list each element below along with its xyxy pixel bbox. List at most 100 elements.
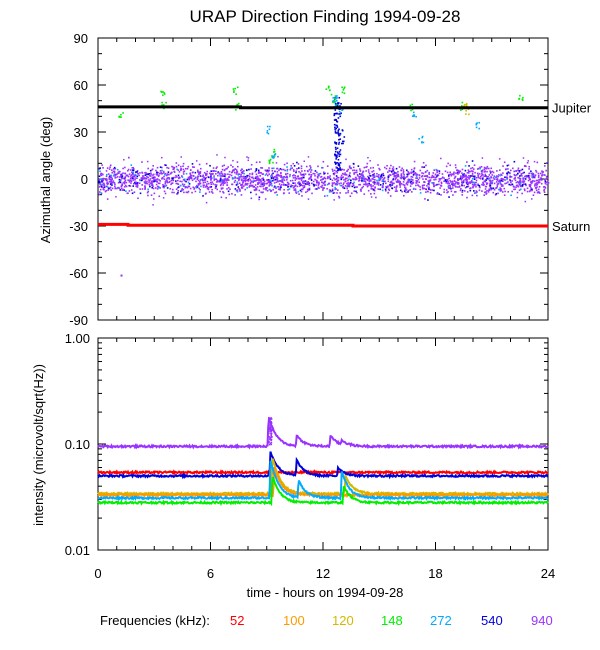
azimuth-point: [259, 185, 261, 188]
azimuth-point: [475, 181, 477, 184]
azimuth-point: [134, 177, 136, 179]
azimuth-point: [144, 180, 147, 182]
azimuth-point: [499, 181, 501, 184]
azimuth-point: [271, 174, 273, 176]
azimuth-point: [108, 168, 111, 170]
azimuth-point: [220, 188, 223, 190]
azimuth-point: [367, 184, 369, 187]
azimuth-point: [493, 178, 496, 180]
azimuth-point: [226, 181, 228, 184]
azimuth-point: [378, 182, 380, 185]
azimuth-point: [369, 175, 372, 177]
azimuth-point: [131, 167, 134, 169]
azimuth-point: [383, 166, 386, 169]
azimuth-point: [500, 188, 502, 190]
azimuth-point: [177, 177, 180, 180]
azimuth-point: [402, 183, 405, 186]
azimuth-point: [106, 185, 108, 188]
azimuth-point: [515, 186, 517, 188]
azimuth-point: [496, 187, 498, 189]
azimuth-point: [379, 168, 381, 171]
azimuth-point: [460, 176, 462, 178]
reference-line-saturn: [98, 222, 548, 228]
azimuth-point: [194, 171, 197, 174]
azimuth-point: [270, 175, 272, 177]
azimuth-point: [449, 173, 452, 176]
azimuth-point: [402, 169, 405, 171]
azimuth-point: [119, 189, 122, 191]
intensity-x-tick-labels: 0 6 12 18 24: [94, 566, 555, 581]
azimuth-point: [372, 170, 375, 172]
azimuth-point: [446, 179, 449, 182]
azimuth-point: [289, 168, 292, 171]
azimuth-point: [397, 170, 399, 173]
azimuth-point: [454, 164, 457, 166]
azimuth-point: [214, 187, 217, 189]
azimuth-point: [521, 172, 524, 175]
azimuth-point: [502, 165, 504, 167]
azimuth-point: [311, 192, 313, 195]
azimuth-point: [500, 189, 503, 192]
azimuth-point: [440, 194, 442, 196]
azimuth-point: [376, 175, 378, 178]
azimuth-point: [227, 186, 230, 189]
azimuth-point: [309, 167, 312, 170]
azimuth-point: [486, 165, 489, 168]
azimuth-point: [292, 182, 294, 184]
azimuth-point: [521, 192, 523, 195]
azimuth-point: [506, 164, 509, 167]
azimuth-point: [461, 189, 464, 192]
azimuth-point: [419, 192, 422, 194]
azimuth-point-148: [343, 87, 345, 90]
azimuth-point: [114, 185, 116, 188]
azimuth-point: [347, 184, 349, 186]
azimuth-point: [494, 194, 497, 196]
azimuth-point: [205, 184, 208, 187]
azimuth-point: [267, 174, 269, 177]
azimuth-point: [489, 184, 492, 187]
azimuth-point-148: [329, 89, 331, 91]
azimuth-point: [524, 175, 526, 178]
azimuth-point: [535, 182, 537, 185]
azimuth-point-540: [335, 119, 337, 121]
azimuth-point: [210, 183, 212, 186]
azimuth-point-272: [341, 109, 343, 112]
azimuth-point-148: [160, 90, 162, 93]
azimuth-point: [372, 189, 375, 191]
azimuth-point: [493, 175, 496, 177]
azimuth-point: [216, 188, 218, 191]
azimuth-point: [438, 172, 441, 174]
azimuth-point: [517, 169, 519, 171]
azimuth-point: [240, 175, 242, 178]
azimuth-point: [112, 175, 115, 177]
azimuth-point: [222, 180, 224, 183]
intensity-y-tick-label: 0.01: [65, 543, 90, 558]
azimuth-point: [524, 183, 527, 185]
azimuth-point: [450, 187, 452, 190]
azimuth-point: [201, 175, 204, 178]
azimuth-point: [352, 166, 355, 169]
azimuth-point: [221, 187, 224, 189]
azimuth-point: [115, 196, 117, 198]
legend-entry-52: 52: [230, 613, 244, 628]
azimuth-point-540: [334, 154, 336, 157]
azimuth-point: [432, 176, 435, 179]
azimuth-point: [407, 189, 410, 192]
azimuth-point-540: [340, 102, 342, 105]
azimuth-point: [321, 184, 323, 187]
azimuth-point: [268, 169, 271, 172]
azimuth-point: [257, 178, 259, 181]
azimuth-point: [251, 180, 254, 183]
azimuth-point: [408, 172, 411, 175]
azimuth-point: [267, 170, 270, 173]
azimuth-point: [306, 188, 309, 191]
azimuth-point: [387, 180, 390, 183]
azimuth-point: [141, 172, 144, 174]
azimuth-point: [241, 187, 244, 189]
azimuth-point: [427, 180, 430, 182]
azimuth-point: [366, 183, 369, 185]
azimuth-point: [139, 179, 141, 182]
azimuth-point: [225, 168, 227, 170]
azimuth-point: [419, 169, 422, 172]
azimuth-point: [339, 192, 341, 194]
